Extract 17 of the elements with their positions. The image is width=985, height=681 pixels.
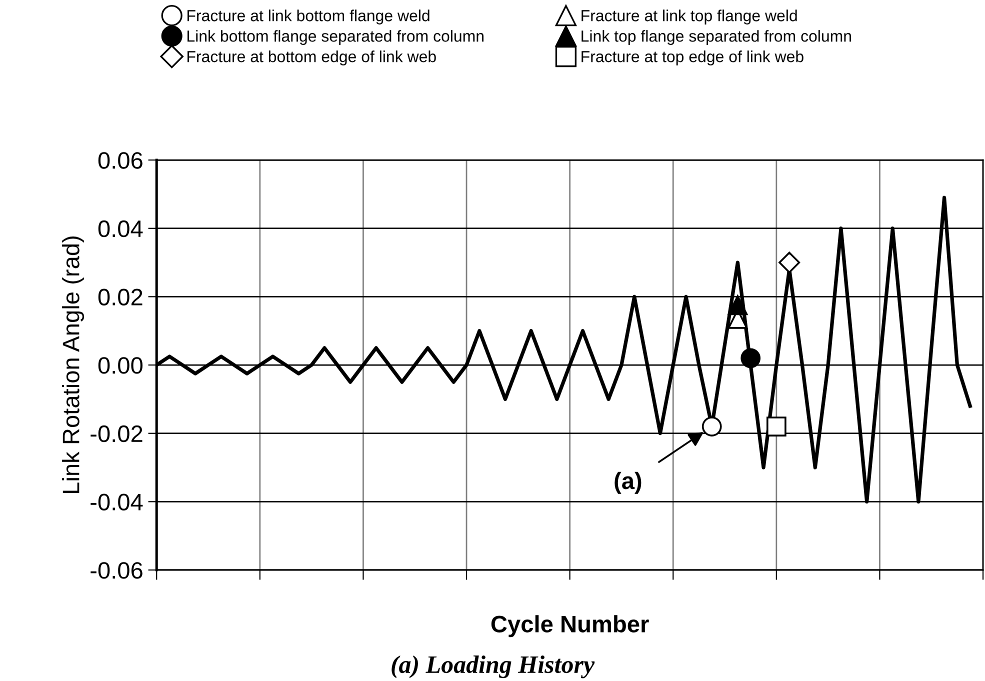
legend-label: Fracture at link bottom flange weld	[188, 10, 430, 24]
y-tick-label: -0.04	[90, 494, 143, 510]
legend-label: Link top flange separated from column	[582, 30, 851, 45]
y-tick-label: 0.02	[98, 288, 142, 306]
text: (a) Loading History	[392, 655, 595, 678]
y-tick-label: 0.00	[98, 357, 142, 374]
legend-label: Fracture at bottom edge of link web	[188, 50, 436, 66]
y-tick-label: 0.06	[98, 152, 142, 169]
y-tick-label: -0.02	[90, 425, 142, 442]
legend-label: Fracture at link top flange weld	[582, 10, 797, 24]
x-axis-title: Cycle Number	[491, 615, 649, 638]
legend-label: Fracture at top edge of link web	[582, 50, 804, 66]
annotation: (a)	[614, 472, 642, 494]
y-tick-label: -0.06	[90, 562, 142, 579]
legend-label: Link bottom flange separated from column	[188, 30, 484, 45]
y-axis-title: Link Rotation Angle (rad)	[62, 236, 84, 494]
y-tick-label: 0.04	[98, 220, 143, 238]
